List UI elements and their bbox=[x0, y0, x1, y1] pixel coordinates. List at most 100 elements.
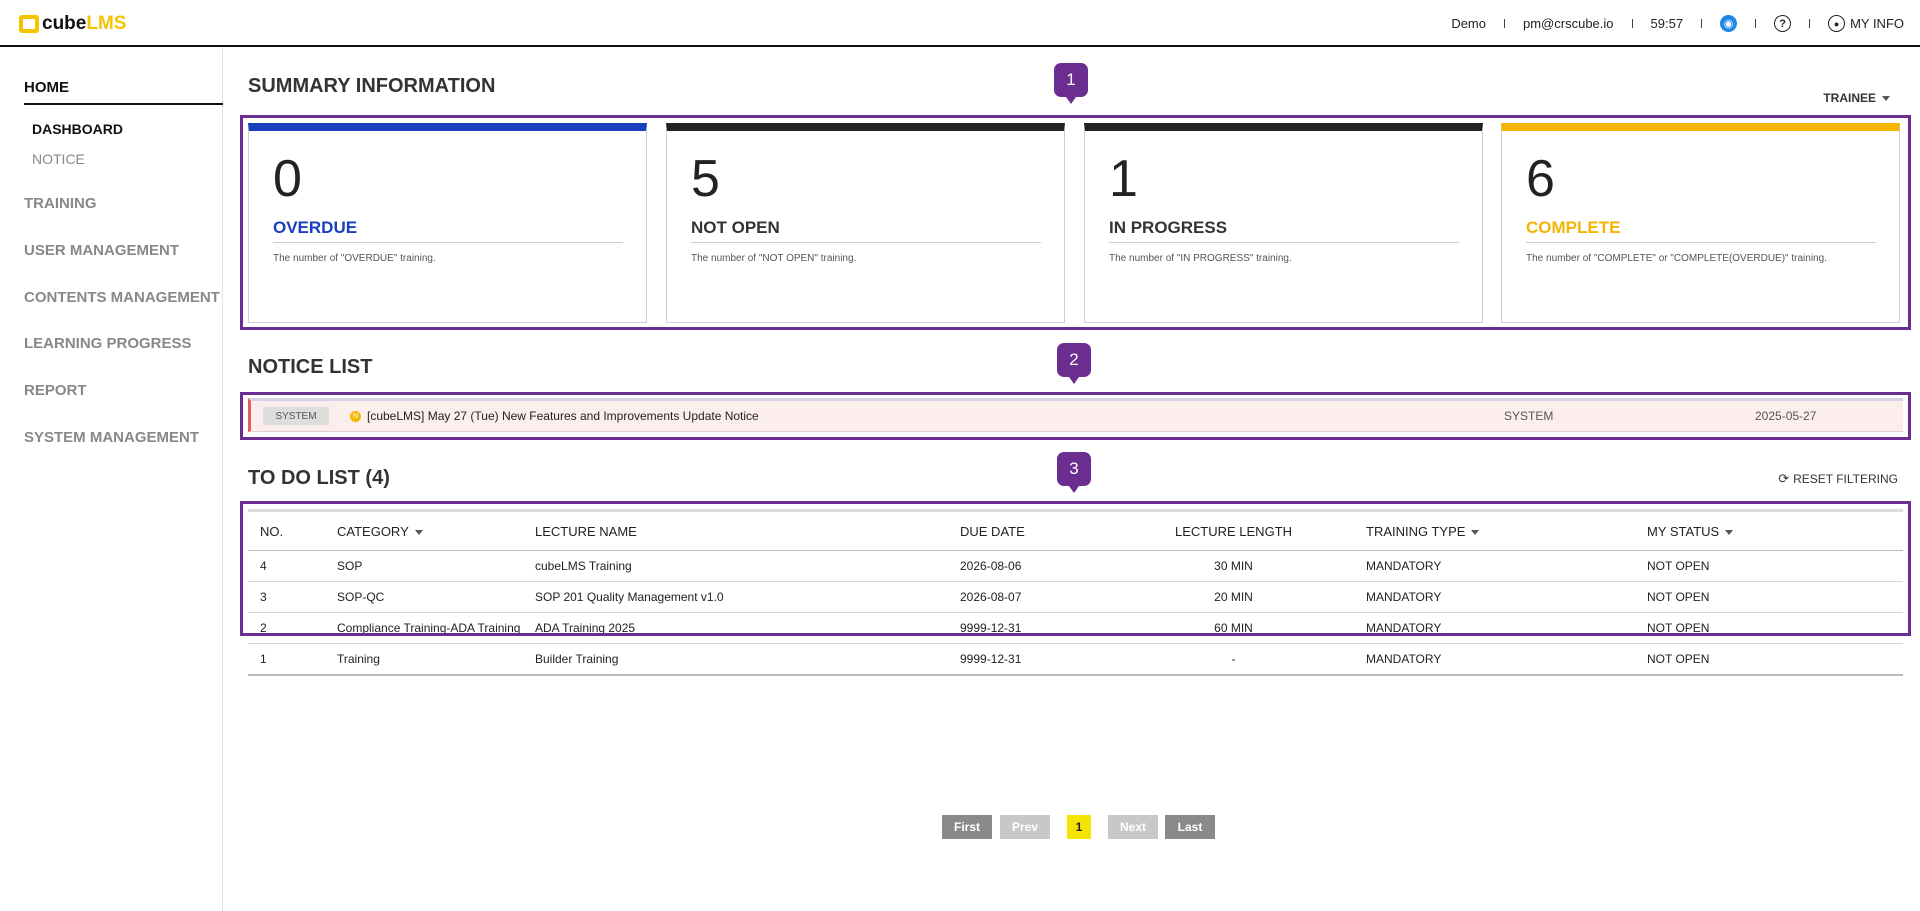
sidebar-item-learning-progress[interactable]: LEARNING PROGRESS bbox=[24, 335, 192, 352]
notice-row[interactable]: SYSTEM N [cubeLMS] May 27 (Tue) New Feat… bbox=[248, 398, 1903, 432]
my-info-button[interactable]: ● MY INFO bbox=[1828, 15, 1904, 32]
sidebar-item-training[interactable]: TRAINING bbox=[24, 195, 97, 212]
sidebar: HOME DASHBOARD NOTICE TRAINING USER MANA… bbox=[0, 49, 223, 911]
notice-title: NOTICE LIST bbox=[248, 356, 373, 378]
cell-no: 2 bbox=[248, 612, 325, 644]
cell-lecture-name[interactable]: ADA Training 2025 bbox=[523, 612, 948, 644]
session-timer: 59:57 bbox=[1650, 16, 1684, 31]
cell-no: 3 bbox=[248, 581, 325, 613]
notice-date: 2025-05-27 bbox=[1755, 409, 1817, 423]
chatbot-icon[interactable]: ◉ bbox=[1720, 15, 1738, 32]
cell-my-status: NOT OPEN bbox=[1635, 612, 1903, 644]
cubelms-logo[interactable]: cube LMS bbox=[19, 13, 126, 35]
card-count: 6 bbox=[1526, 150, 1555, 208]
cell-no: 4 bbox=[248, 550, 325, 582]
sidebar-item-user-management[interactable]: USER MANAGEMENT bbox=[24, 242, 180, 259]
annotation-marker-2: 2 bbox=[1057, 343, 1091, 384]
cell-due-date: 9999-12-31 bbox=[948, 612, 1113, 644]
todo-table-wrapper: NO. CATEGORY LECTURE NAME DUE DATE LECTU… bbox=[248, 509, 1903, 676]
logo-square-icon bbox=[19, 15, 39, 33]
cell-lecture-name[interactable]: SOP 201 Quality Management v1.0 bbox=[523, 581, 948, 613]
divider bbox=[1631, 19, 1633, 28]
help-icon[interactable]: ? bbox=[1774, 15, 1792, 32]
col-category[interactable]: CATEGORY bbox=[325, 510, 523, 551]
cell-training-type: MANDATORY bbox=[1354, 581, 1635, 613]
annotation-box-1 bbox=[240, 115, 1911, 330]
caret-down-icon bbox=[1882, 96, 1890, 102]
summary-card-in-progress[interactable]: 1 IN PROGRESS The number of "IN PROGRESS… bbox=[1084, 123, 1483, 323]
filter-caret-icon bbox=[1471, 529, 1480, 535]
summary-title: SUMMARY INFORMATION bbox=[248, 75, 496, 97]
card-label: OVERDUE bbox=[273, 218, 623, 243]
cell-category: Compliance Training-ADA Training bbox=[325, 612, 523, 644]
col-my-status-label: MY STATUS bbox=[1647, 523, 1720, 539]
sidebar-item-system-management[interactable]: SYSTEM MANAGEMENT bbox=[24, 429, 200, 446]
sidebar-item-contents-management[interactable]: CONTENTS MANAGEMENT bbox=[24, 289, 220, 306]
cell-lecture-length: - bbox=[1113, 643, 1354, 676]
user-icon: ● bbox=[1828, 15, 1846, 32]
sidebar-subitem-notice[interactable]: NOTICE bbox=[32, 151, 85, 167]
divider bbox=[1809, 19, 1811, 28]
table-header-row: NO. CATEGORY LECTURE NAME DUE DATE LECTU… bbox=[248, 510, 1903, 551]
todo-title: TO DO LIST (4) bbox=[248, 467, 390, 489]
todo-table: NO. CATEGORY LECTURE NAME DUE DATE LECTU… bbox=[248, 509, 1903, 676]
filter-caret-icon bbox=[414, 529, 423, 535]
next-page-button[interactable]: Next bbox=[1108, 815, 1158, 839]
card-label: IN PROGRESS bbox=[1109, 218, 1459, 243]
reset-filtering-button[interactable]: ⟳ RESET FILTERING bbox=[1778, 471, 1898, 487]
notice-author: SYSTEM bbox=[1504, 409, 1554, 423]
cell-lecture-name[interactable]: Builder Training bbox=[523, 643, 948, 676]
col-due-date: DUE DATE bbox=[948, 510, 1113, 551]
cell-my-status: NOT OPEN bbox=[1635, 581, 1903, 613]
annotation-marker-3: 3 bbox=[1057, 452, 1091, 493]
sidebar-item-report[interactable]: REPORT bbox=[24, 382, 87, 399]
annotation-box-3 bbox=[240, 501, 1911, 636]
table-row[interactable]: 3 SOP-QC SOP 201 Quality Management v1.0… bbox=[248, 581, 1903, 613]
page-1-button[interactable]: 1 bbox=[1067, 815, 1091, 839]
col-training-type-label: TRAINING TYPE bbox=[1366, 523, 1466, 539]
card-description: The number of "IN PROGRESS" training. bbox=[1109, 253, 1292, 264]
filter-caret-icon bbox=[1725, 529, 1734, 535]
divider bbox=[1504, 19, 1505, 28]
reset-filtering-label: RESET FILTERING bbox=[1793, 472, 1898, 486]
annotation-marker-1: 1 bbox=[1054, 63, 1088, 104]
cell-training-type: MANDATORY bbox=[1354, 612, 1635, 644]
summary-card-not-open[interactable]: 5 NOT OPEN The number of "NOT OPEN" trai… bbox=[666, 123, 1065, 323]
system-badge: SYSTEM bbox=[263, 407, 329, 425]
sidebar-item-home[interactable]: HOME bbox=[24, 79, 223, 105]
summary-cards: 0 OVERDUE The number of "OVERDUE" traini… bbox=[248, 123, 1903, 323]
col-lecture-length: LECTURE LENGTH bbox=[1113, 510, 1354, 551]
col-my-status[interactable]: MY STATUS bbox=[1635, 510, 1903, 551]
last-page-button[interactable]: Last bbox=[1165, 815, 1215, 839]
card-count: 1 bbox=[1109, 150, 1138, 208]
logo-text-lms: LMS bbox=[86, 13, 127, 34]
summary-card-overdue[interactable]: 0 OVERDUE The number of "OVERDUE" traini… bbox=[248, 123, 647, 323]
cell-due-date: 2026-08-06 bbox=[948, 550, 1113, 582]
first-page-button[interactable]: First bbox=[942, 815, 992, 839]
card-description: The number of "COMPLETE" or "COMPLETE(OV… bbox=[1526, 253, 1827, 264]
cell-my-status: NOT OPEN bbox=[1635, 550, 1903, 582]
card-label: NOT OPEN bbox=[691, 218, 1041, 243]
summary-card-complete[interactable]: 6 COMPLETE The number of "COMPLETE" or "… bbox=[1501, 123, 1900, 323]
user-email: pm@crscube.io bbox=[1523, 16, 1614, 31]
card-description: The number of "OVERDUE" training. bbox=[273, 253, 436, 264]
notice-link[interactable]: [cubeLMS] May 27 (Tue) New Features and … bbox=[367, 409, 759, 423]
table-row[interactable]: 2 Compliance Training-ADA Training ADA T… bbox=[248, 612, 1903, 644]
header-utility-bar: Demo pm@crscube.io 59:57 ◉ ? ● MY INFO bbox=[1451, 15, 1904, 32]
cell-no: 1 bbox=[248, 643, 325, 676]
col-category-label: CATEGORY bbox=[337, 523, 409, 539]
role-dropdown[interactable]: TRAINEE bbox=[1823, 91, 1890, 105]
table-row[interactable]: 4 SOP cubeLMS Training 2026-08-06 30 MIN… bbox=[248, 550, 1903, 582]
table-row[interactable]: 1 Training Builder Training 9999-12-31 -… bbox=[248, 643, 1903, 676]
card-count: 5 bbox=[691, 150, 720, 208]
cell-lecture-length: 60 MIN bbox=[1113, 612, 1354, 644]
sidebar-subitem-dashboard[interactable]: DASHBOARD bbox=[32, 121, 123, 137]
prev-page-button[interactable]: Prev bbox=[1000, 815, 1050, 839]
new-icon: N bbox=[350, 411, 361, 422]
cell-category: SOP-QC bbox=[325, 581, 523, 613]
cell-lecture-name[interactable]: cubeLMS Training bbox=[523, 550, 948, 582]
my-info-label: MY INFO bbox=[1850, 16, 1904, 31]
role-value: TRAINEE bbox=[1823, 91, 1876, 105]
col-training-type[interactable]: TRAINING TYPE bbox=[1354, 510, 1635, 551]
cell-due-date: 2026-08-07 bbox=[948, 581, 1113, 613]
